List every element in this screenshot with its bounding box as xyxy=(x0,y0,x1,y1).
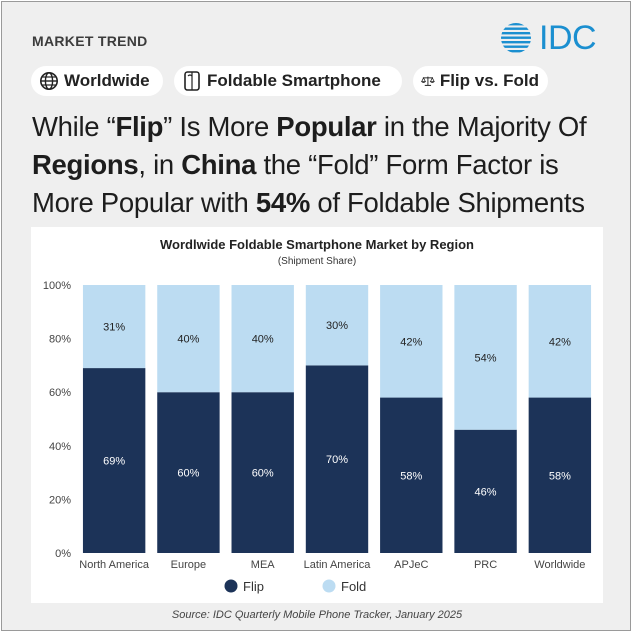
headline: While “Flip” Is More Popular in the Majo… xyxy=(32,108,612,222)
data-label: 31% xyxy=(103,322,125,334)
x-category-label: PRC xyxy=(474,559,497,571)
headline-text: of Foldable Shipments xyxy=(310,187,585,218)
data-label: 30% xyxy=(326,320,348,332)
legend-swatch-fold xyxy=(322,579,336,593)
bar-fold xyxy=(380,285,443,398)
data-label: 60% xyxy=(252,468,274,480)
chart-panel: Wordlwide Foldable Smartphone Market by … xyxy=(31,227,603,603)
data-label: 42% xyxy=(549,336,571,348)
scale-icon xyxy=(421,76,435,86)
legend-swatch-flip xyxy=(224,579,238,593)
headline-text: While “ xyxy=(32,111,116,142)
bar-flip xyxy=(454,429,517,553)
headline-emphasis: Flip xyxy=(115,111,164,142)
bar-flip xyxy=(528,397,592,553)
headline-text: the “Fold” Form Factor is More Popular w… xyxy=(32,149,559,218)
x-category-label: Europe xyxy=(171,559,206,571)
bar-fold xyxy=(231,285,294,393)
legend-label: Fold xyxy=(341,579,366,594)
headline-emphasis: 54% xyxy=(255,187,311,218)
data-label: 58% xyxy=(549,470,571,482)
tag-worldwide: Worldwide xyxy=(31,66,163,96)
x-category-label: Worldwide xyxy=(534,559,585,571)
foldable-phone-icon xyxy=(184,71,200,91)
chart-title: Wordlwide Foldable Smartphone Market by … xyxy=(160,237,474,252)
y-tick-label: 40% xyxy=(49,441,71,453)
bar-flip xyxy=(82,368,146,553)
x-category-label: North America xyxy=(79,559,150,571)
tag-foldable-smartphone: Foldable Smartphone xyxy=(174,66,402,96)
data-label: 46% xyxy=(475,486,497,498)
headline-emphasis: Regions xyxy=(32,149,139,180)
headline-emphasis: Popular xyxy=(276,111,377,142)
x-category-label: APJeC xyxy=(394,559,428,571)
bar-flip xyxy=(157,392,220,553)
x-category-label: MEA xyxy=(251,559,276,571)
source-note: Source: IDC Quarterly Mobile Phone Track… xyxy=(171,609,463,621)
data-label: 58% xyxy=(400,470,422,482)
headline-text: ” Is More xyxy=(163,111,277,142)
tag-label: Worldwide xyxy=(64,71,150,90)
data-label: 40% xyxy=(177,334,199,346)
kicker-label: MARKET TREND xyxy=(32,33,148,49)
y-tick-label: 20% xyxy=(49,494,71,506)
bar-flip xyxy=(305,365,369,553)
legend-label: Flip xyxy=(243,579,264,594)
tag-label: Flip vs. Fold xyxy=(439,71,539,90)
bar-fold xyxy=(82,285,146,369)
bar-fold xyxy=(157,285,220,393)
bar-flip xyxy=(231,392,294,553)
chart-subtitle: (Shipment Share) xyxy=(277,256,357,267)
y-tick-label: 80% xyxy=(49,334,71,346)
data-label: 60% xyxy=(177,468,199,480)
x-category-label: Latin America xyxy=(304,559,372,571)
y-tick-label: 60% xyxy=(49,387,71,399)
data-label: 70% xyxy=(326,454,348,466)
stacked-bar-chart: 0% 20% 40% 60% 80% 100% 69% 31% North America 60%… xyxy=(43,280,592,594)
bar-fold xyxy=(305,285,369,366)
data-label: 54% xyxy=(475,352,497,364)
y-tick-label: 0% xyxy=(55,548,71,560)
idc-logo: IDC xyxy=(499,19,603,57)
data-label: 40% xyxy=(252,334,274,346)
bar-fold xyxy=(454,285,517,430)
y-tick-label: 100% xyxy=(43,280,71,292)
bar-fold xyxy=(528,285,592,398)
headline-emphasis: China xyxy=(181,149,257,180)
logo-wordmark: IDC xyxy=(539,19,597,57)
bar-flip xyxy=(380,397,443,553)
tag-flip-vs-fold: Flip vs. Fold xyxy=(413,66,548,96)
globe-lines-icon xyxy=(501,23,531,53)
headline-text: in the Majority Of xyxy=(376,111,587,142)
data-label: 42% xyxy=(400,336,422,348)
tag-label: Foldable Smartphone xyxy=(207,71,381,90)
headline-text: , in xyxy=(138,149,182,180)
globe-icon xyxy=(40,72,58,90)
data-label: 69% xyxy=(103,456,125,468)
